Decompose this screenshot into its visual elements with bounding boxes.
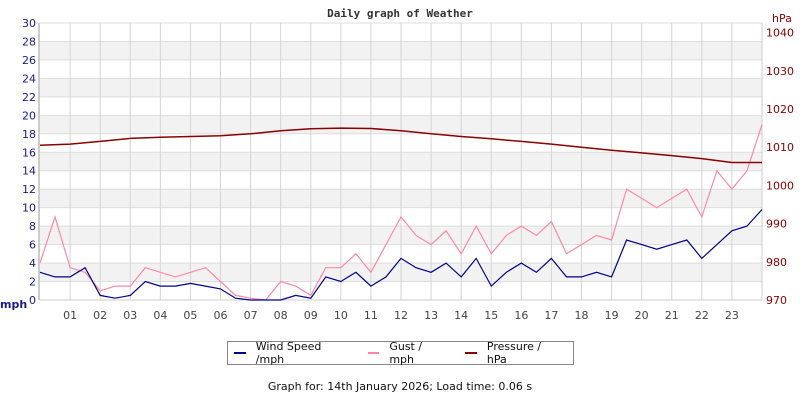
x-tick-label: 22 bbox=[695, 309, 709, 322]
y-tick-label: 28 bbox=[22, 35, 36, 48]
wind-swatch bbox=[234, 352, 246, 354]
gust-swatch bbox=[367, 352, 380, 354]
y2-tick-label: 1000 bbox=[766, 179, 794, 192]
legend-label: Pressure / hPa bbox=[486, 340, 542, 366]
y-axis-label: mph bbox=[0, 298, 27, 311]
x-tick-label: 04 bbox=[153, 309, 167, 322]
y-tick-label: 0 bbox=[29, 294, 36, 307]
y2-tick-label: 1040 bbox=[766, 27, 794, 40]
legend-item-pressure: Pressure / hPa bbox=[465, 340, 563, 366]
x-tick-label: 10 bbox=[334, 309, 348, 322]
y2-tick-label: 1030 bbox=[766, 65, 794, 78]
x-tick-label: 03 bbox=[123, 309, 137, 322]
y2-tick-label: 990 bbox=[766, 218, 787, 231]
x-tick-label: 08 bbox=[274, 309, 288, 322]
x-tick-label: 02 bbox=[93, 309, 107, 322]
x-tick-label: 19 bbox=[605, 309, 619, 322]
x-tick-label: 06 bbox=[214, 309, 228, 322]
y-tick-label: 4 bbox=[29, 257, 36, 270]
y-tick-label: 26 bbox=[22, 54, 36, 67]
legend-label: Wind Speed /mph bbox=[255, 340, 322, 366]
y-tick-label: 30 bbox=[22, 17, 36, 30]
y-tick-label: 2 bbox=[29, 276, 36, 289]
series-line-pressure bbox=[39, 127, 762, 164]
y-tick-label: 18 bbox=[22, 128, 36, 141]
x-tick-label: 21 bbox=[665, 309, 679, 322]
x-tick-label: 11 bbox=[364, 309, 378, 322]
x-tick-label: 15 bbox=[484, 309, 498, 322]
y-tick-label: 10 bbox=[22, 202, 36, 215]
y2-tick-label: 1020 bbox=[766, 103, 794, 116]
y-tick-label: 20 bbox=[22, 109, 36, 122]
y-tick-label: 12 bbox=[22, 183, 36, 196]
x-tick-label: 01 bbox=[63, 309, 77, 322]
x-tick-label: 23 bbox=[725, 309, 739, 322]
x-tick-label: 17 bbox=[544, 309, 558, 322]
y-tick-label: 22 bbox=[22, 91, 36, 104]
y2-tick-label: 970 bbox=[766, 294, 787, 307]
weather-chart: Daily graph of Weather 02468101214161820… bbox=[0, 7, 794, 322]
y-tick-label: 8 bbox=[29, 220, 36, 233]
x-tick-label: 05 bbox=[183, 309, 197, 322]
y2-tick-label: 980 bbox=[766, 256, 787, 269]
x-tick-label: 12 bbox=[394, 309, 408, 322]
y-tick-label: 16 bbox=[22, 146, 36, 159]
footer-text: Graph for: 14th January 2026; Load time:… bbox=[267, 380, 533, 393]
x-tick-label: 09 bbox=[304, 309, 318, 322]
y2-axis-label: hPa bbox=[772, 12, 792, 25]
x-tick-label: 13 bbox=[424, 309, 438, 322]
y-tick-label: 24 bbox=[22, 72, 36, 85]
legend-item-wind: Wind Speed /mph bbox=[234, 340, 352, 366]
x-tick-label: 18 bbox=[575, 309, 589, 322]
legend-label: Gust / mph bbox=[389, 340, 423, 366]
legend-item-gust: Gust / mph bbox=[367, 340, 450, 366]
series-line-wind bbox=[39, 209, 763, 301]
chart-title: Daily graph of Weather bbox=[327, 7, 473, 20]
pressure-swatch bbox=[465, 352, 477, 354]
y-tick-label: 14 bbox=[22, 165, 36, 178]
x-tick-label: 16 bbox=[514, 309, 528, 322]
x-tick-label: 07 bbox=[244, 309, 258, 322]
x-tick-label: 14 bbox=[454, 309, 468, 322]
legend: Wind Speed /mph Gust / mph Pressure / hP… bbox=[227, 340, 574, 366]
y2-tick-label: 1010 bbox=[766, 141, 794, 154]
x-tick-label: 20 bbox=[635, 309, 649, 322]
y-tick-label: 6 bbox=[29, 239, 36, 252]
